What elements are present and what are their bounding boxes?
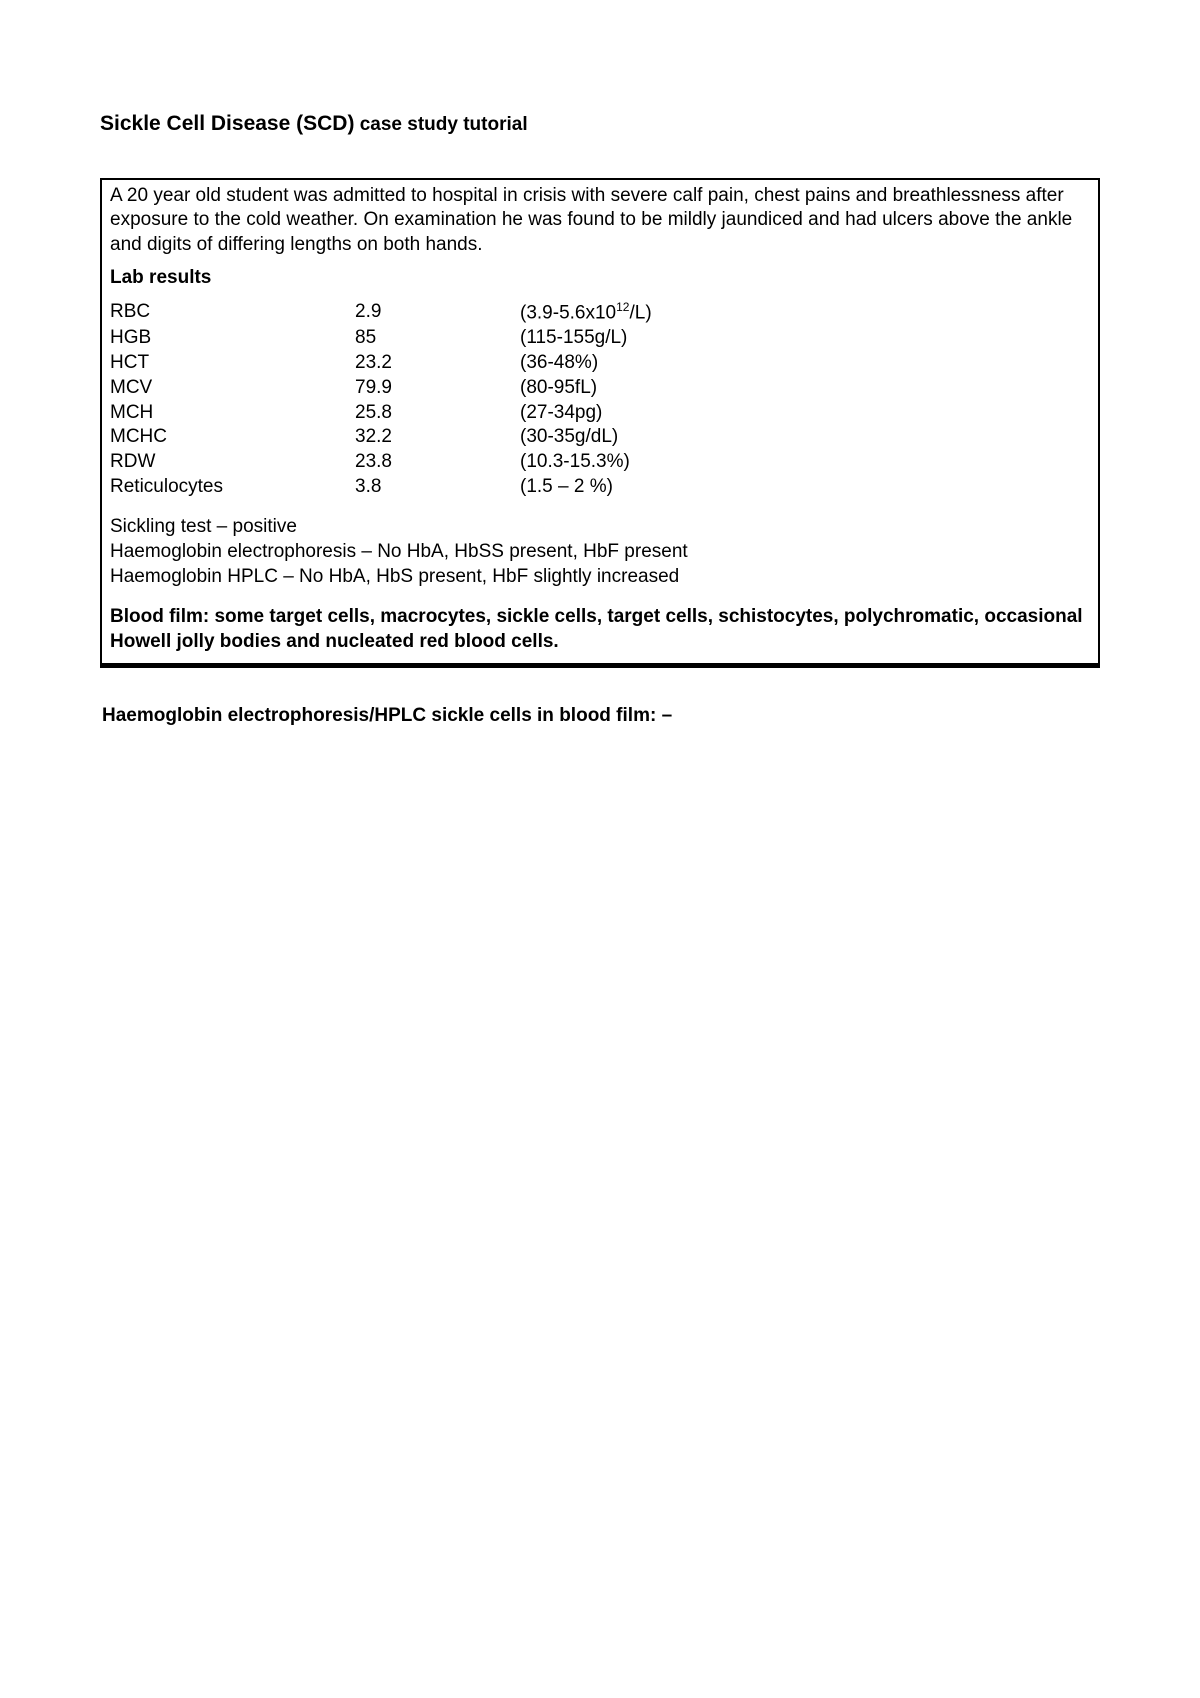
lab-label: MCH [110,401,355,426]
lab-label: HCT [110,351,355,376]
footer-line: Haemoglobin electrophoresis/HPLC sickle … [100,704,1100,729]
lab-label: HGB [110,326,355,351]
lab-row: HCT 23.2 (36-48%) [110,351,1090,376]
lab-value: 32.2 [355,425,520,450]
lab-label: RDW [110,450,355,475]
lab-range: (3.9-5.6x1012/L) [520,300,1090,326]
lab-label: RBC [110,300,355,326]
lab-range: (36-48%) [520,351,1090,376]
lab-row: HGB 85 (115-155g/L) [110,326,1090,351]
lab-value: 79.9 [355,376,520,401]
lab-range: (27-34pg) [520,401,1090,426]
case-box: A 20 year old student was admitted to ho… [100,178,1100,668]
lab-results-table: RBC 2.9 (3.9-5.6x1012/L) HGB 85 (115-155… [102,300,1098,511]
intro-section: A 20 year old student was admitted to ho… [102,180,1098,264]
lab-row: MCHC 32.2 (30-35g/dL) [110,425,1090,450]
blood-film-text: Blood film: some target cells, macrocyte… [102,601,1098,662]
lab-range: (115-155g/L) [520,326,1090,351]
title-suffix: case study tutorial [354,114,527,135]
lab-value: 23.2 [355,351,520,376]
lab-label: MCHC [110,425,355,450]
lab-row: RBC 2.9 (3.9-5.6x1012/L) [110,300,1090,326]
test-line: Sickling test – positive [110,515,1090,540]
lab-value: 2.9 [355,300,520,326]
page-title: Sickle Cell Disease (SCD) case study tut… [100,110,1100,138]
lab-label: MCV [110,376,355,401]
lab-row: MCH 25.8 (27-34pg) [110,401,1090,426]
test-line: Haemoglobin electrophoresis – No HbA, Hb… [110,540,1090,565]
intro-text: A 20 year old student was admitted to ho… [110,184,1090,258]
lab-range: (30-35g/dL) [520,425,1090,450]
lab-value: 85 [355,326,520,351]
title-main: Sickle Cell Disease (SCD) [100,112,354,135]
lab-row: MCV 79.9 (80-95fL) [110,376,1090,401]
lab-range: (80-95fL) [520,376,1090,401]
lab-value: 3.8 [355,475,520,500]
lab-row: Reticulocytes 3.8 (1.5 – 2 %) [110,475,1090,500]
tests-section: Sickling test – positive Haemoglobin ele… [102,511,1098,601]
lab-row: RDW 23.8 (10.3-15.3%) [110,450,1090,475]
lab-range: (1.5 – 2 %) [520,475,1090,500]
lab-range: (10.3-15.3%) [520,450,1090,475]
test-line: Haemoglobin HPLC – No HbA, HbS present, … [110,565,1090,590]
lab-results-header: Lab results [102,264,1098,301]
lab-value: 23.8 [355,450,520,475]
bottom-strip [102,663,1098,666]
lab-label: Reticulocytes [110,475,355,500]
lab-value: 25.8 [355,401,520,426]
